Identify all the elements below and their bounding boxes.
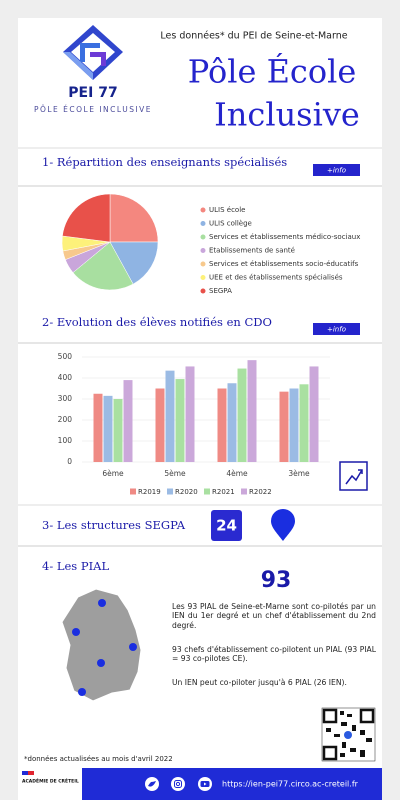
bar (155, 388, 165, 462)
bar (247, 360, 257, 462)
x-tick-label: 5ème (164, 469, 186, 478)
segpa-count: 24 (216, 517, 237, 535)
pie-slice (109, 193, 159, 243)
y-tick-label: 400 (58, 373, 73, 382)
legend-swatch (204, 488, 210, 495)
legend-swatch (200, 248, 206, 253)
pie-chart: ULIS école ULIS collège Services et établi… (61, 193, 360, 295)
legend-label: R2022 (249, 488, 272, 496)
info-button-label[interactable]: +info (327, 167, 346, 175)
segpa-badge (211, 510, 242, 541)
section-title: 4- Les PIAL (42, 559, 109, 573)
y-tick-label: 500 (58, 352, 73, 361)
legend-label: R2019 (138, 488, 161, 496)
section-title: 2- Evolution des élèves notifiés en CDO (42, 315, 272, 329)
pie-slice (62, 193, 111, 243)
pie-slice (72, 241, 134, 291)
x-tick-label: 4ème (226, 469, 248, 478)
legend-swatch (200, 288, 206, 294)
y-tick-label: 200 (58, 415, 73, 424)
info-button[interactable] (313, 323, 360, 335)
legend-label: ULIS collège (209, 220, 252, 228)
bar (309, 366, 319, 462)
pie-slice (109, 241, 159, 285)
legend-label: Services et établissements médico-sociau… (209, 233, 360, 241)
paragraph: 93 chefs d'établissement co-pilotent un … (172, 645, 376, 664)
location-icon (271, 509, 295, 541)
section-title: 3- Les structures SEGPA (42, 518, 186, 532)
bar (237, 368, 247, 462)
map (61, 588, 142, 702)
legend-label: UEE et des établissements spécialisés (209, 274, 343, 282)
legend-swatch (241, 488, 247, 495)
bar (165, 370, 175, 462)
legend-label: R2020 (175, 488, 198, 496)
paragraph: Les 93 PIAL de Seine-et-Marne sont co-pi… (172, 602, 376, 630)
flag (28, 771, 34, 775)
academy-name: ACADÉMIE DE CRÉTEIL (22, 777, 79, 785)
trend-icon (339, 461, 368, 491)
y-tick-label: 0 (67, 457, 72, 466)
y-tick-label: 100 (58, 436, 73, 445)
legend-swatch (200, 234, 206, 240)
legend-label: Etablissements de santé (209, 247, 295, 255)
bar (103, 395, 113, 462)
legend-label: R2021 (212, 488, 235, 496)
instagram-icon[interactable] (171, 777, 185, 791)
legend-label: Services et établissements socio-éducati… (209, 260, 359, 268)
pial-count: 93 (261, 568, 292, 593)
x-tick-label: 3ème (288, 469, 310, 478)
x-tick-label: 6ème (102, 469, 124, 478)
legend-label: ULIS école (209, 206, 245, 214)
bar (279, 391, 289, 462)
bar (93, 393, 103, 462)
bar-chart: 0 100 200 300 400 500 6ème 5ème 4ème 3ème R2019 R20… (58, 352, 330, 496)
bar (217, 388, 227, 462)
bar (289, 388, 299, 462)
bar (123, 380, 133, 462)
y-tick-label: 300 (58, 394, 73, 403)
title-line: Pôle École (188, 53, 357, 91)
logo-name: PEI 77 (68, 85, 117, 101)
bar (185, 366, 195, 462)
logo-subtitle: PÔLE ÉCOLE INCLUSIVE (34, 105, 152, 114)
legend-swatch (167, 488, 173, 495)
legend-swatch (200, 221, 206, 226)
legend-swatch (200, 207, 206, 213)
bar (175, 379, 185, 462)
flag (22, 771, 28, 775)
legend-swatch (200, 261, 206, 267)
title-line: Inclusive (214, 96, 360, 134)
section-title: 1- Répartition des enseignants spécialis… (42, 155, 287, 169)
footnote: *données actualisées au mois d'avril 202… (24, 755, 173, 763)
bar (113, 399, 123, 462)
qr-code (321, 707, 376, 762)
info-button-label[interactable]: +info (327, 326, 346, 334)
paragraph: Un IEN peut co-piloter jusqu'à 6 PIAL (2… (172, 678, 347, 687)
legend-label: SEGPA (209, 287, 232, 295)
legend-swatch (130, 488, 136, 495)
legend-swatch (200, 275, 206, 280)
info-button[interactable] (313, 164, 360, 176)
bar (299, 384, 309, 462)
tagline: Les données* du PEI de Seine-et-Marne (160, 31, 347, 42)
bar (227, 383, 237, 462)
logo (63, 25, 123, 80)
footer-url[interactable]: https://ien-pei77.circo.ac-creteil.fr (222, 780, 359, 789)
social-icons (145, 777, 212, 791)
